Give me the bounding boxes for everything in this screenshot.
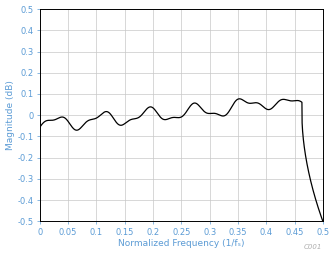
X-axis label: Normalized Frequency (1/fₛ): Normalized Frequency (1/fₛ)	[118, 240, 245, 248]
Text: C001: C001	[303, 244, 322, 250]
Y-axis label: Magnitude (dB): Magnitude (dB)	[6, 80, 14, 150]
